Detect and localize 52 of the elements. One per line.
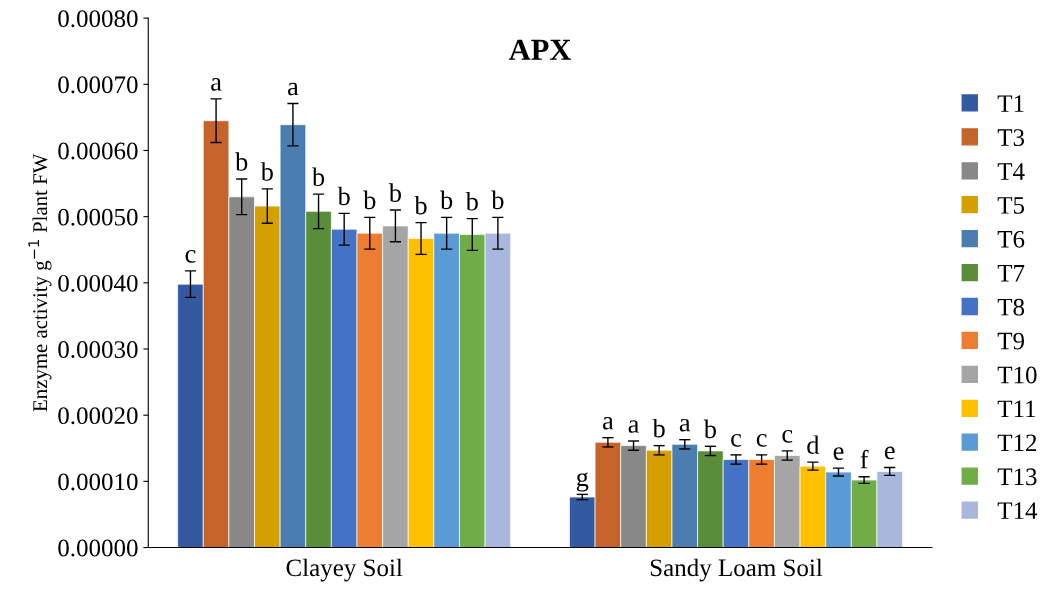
- legend-label: T11: [997, 400, 1036, 418]
- data-label: b: [260, 162, 273, 181]
- y-tick-label: 0.00050: [58, 208, 138, 226]
- y-tick-label: 0.00060: [58, 142, 138, 160]
- data-label: b: [440, 190, 453, 210]
- data-label: a: [211, 78, 222, 91]
- data-label: d: [807, 435, 820, 455]
- data-label: b: [311, 167, 325, 187]
- data-label: a: [628, 420, 640, 433]
- legend-label: T7: [997, 265, 1025, 282]
- legend-label: T10: [997, 366, 1037, 384]
- legend-label: T13: [997, 468, 1037, 486]
- data-label: a: [679, 418, 691, 432]
- data-label: a: [602, 416, 614, 430]
- data-label: b: [414, 195, 427, 215]
- data-label: b: [363, 190, 376, 210]
- legend-label: T9: [997, 332, 1024, 350]
- y-tick-label: 0.00000: [58, 539, 138, 557]
- y-tick-label: 0.00040: [58, 274, 138, 292]
- legend-label: T14: [997, 502, 1038, 519]
- data-label: c: [782, 430, 793, 443]
- legend-label: T5: [997, 197, 1025, 214]
- y-tick-label: 0.00010: [58, 473, 138, 491]
- legend-label: T12: [997, 434, 1037, 452]
- data-label: b: [703, 419, 716, 439]
- legend-label: T4: [997, 163, 1025, 180]
- legend-label: T3: [997, 129, 1025, 146]
- legend-label: T6: [997, 230, 1025, 248]
- data-label: e: [884, 446, 895, 460]
- data-label: e: [833, 447, 844, 460]
- data-label: c: [756, 434, 767, 447]
- legend-label: T1: [997, 95, 1024, 112]
- text: APX: [508, 39, 572, 60]
- y-tick-label: 0.00020: [58, 407, 138, 425]
- x-tick-label: Sandy Loam Soil: [650, 558, 823, 582]
- y-axis-title: Enzyme activity g$^{−1}$ Plant FW: [28, 153, 52, 412]
- data-label: b: [388, 183, 402, 202]
- legend-label: T8: [997, 298, 1025, 316]
- data-label: c: [731, 434, 742, 447]
- data-label: b: [465, 191, 478, 211]
- data-label: a: [288, 82, 299, 96]
- data-label: b: [652, 418, 665, 438]
- data-label: g: [576, 472, 589, 492]
- y-tick-label: 0.00070: [58, 76, 138, 94]
- x-tick-label: Clayey Soil: [286, 558, 403, 582]
- data-label: b: [337, 186, 350, 206]
- y-tick-label: 0.00030: [58, 341, 138, 359]
- y-tick-label: 0.00080: [58, 10, 138, 28]
- data-label: f: [860, 449, 869, 469]
- data-label: b: [235, 152, 248, 171]
- data-label: c: [185, 250, 196, 263]
- data-label: b: [491, 190, 504, 210]
